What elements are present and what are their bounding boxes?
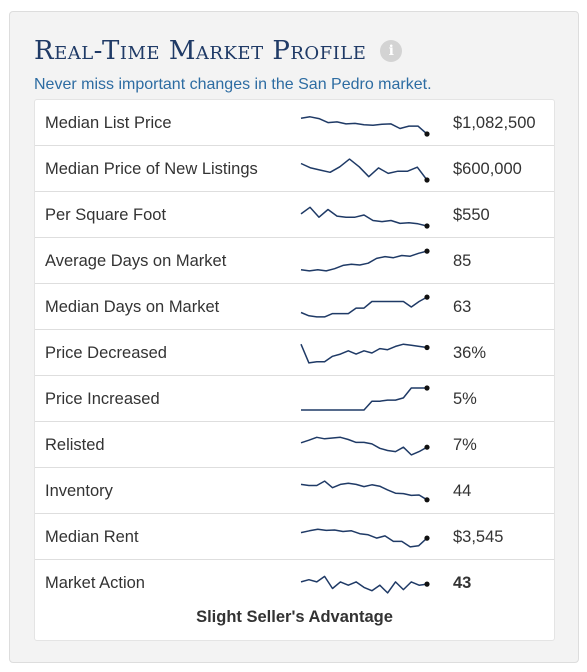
metric-value: 85 (453, 252, 472, 270)
metric-label: Per Square Foot (45, 206, 167, 224)
metric-value: 44 (453, 482, 472, 500)
sparkline-endpoint (424, 294, 430, 300)
metric-label: Price Increased (45, 390, 160, 408)
metric-label: Average Days on Market (45, 252, 227, 270)
metric-label: Market Action (45, 574, 145, 592)
page-title: Real-Time Market Profile (34, 36, 367, 66)
metric-row: Median Days on Market 63 (35, 284, 554, 330)
market-profile-panel: Real-Time Market Profile i Never miss im… (9, 11, 579, 663)
metric-row: Median Price of New Listings $600,000 (35, 146, 554, 192)
sparkline-path (301, 387, 427, 411)
sparkline-path (300, 158, 428, 181)
metric-label: Median Rent (45, 528, 139, 546)
sparkline-path (300, 343, 428, 364)
sparkline-endpoint (424, 497, 430, 503)
metric-sparkline (301, 385, 430, 411)
metric-value: 5% (453, 390, 477, 408)
sparkline-path (300, 250, 428, 272)
metric-sparkline (300, 248, 430, 272)
metric-row: Price Increased 5% (35, 376, 554, 422)
title-row: Real-Time Market Profile i (34, 36, 403, 66)
metric-value: 36% (453, 344, 487, 362)
sparkline-path (300, 575, 428, 594)
metric-row: Median Rent $3,545 (35, 514, 554, 560)
metric-row: Relisted 7% (35, 422, 554, 468)
sparkline-endpoint (424, 581, 430, 587)
sparkline-path (300, 528, 428, 548)
metric-sparkline (300, 158, 430, 183)
page-subtitle: Never miss important changes in the San … (34, 76, 432, 93)
metric-sparkline (300, 575, 430, 594)
metrics-list: Median List Price $1,082,500 Median Price … (35, 100, 554, 606)
metric-sparkline (300, 294, 430, 318)
sparkline-path (300, 206, 428, 227)
market-verdict: Slight Seller's Advantage (196, 608, 393, 626)
metric-label: Relisted (45, 436, 105, 454)
sparkline-path (300, 296, 428, 318)
metric-value: $550 (453, 206, 490, 224)
metric-value: 7% (453, 436, 477, 454)
sparkline-endpoint (424, 444, 430, 450)
metric-row: Price Decreased 36% (35, 330, 554, 376)
sparkline-endpoint (424, 131, 430, 137)
sparkline-path (300, 116, 428, 135)
metric-row: Average Days on Market 85 (35, 238, 554, 284)
metric-row: Inventory 44 (35, 468, 554, 514)
metric-sparkline (300, 528, 430, 548)
metric-label: Price Decreased (45, 344, 167, 362)
metric-label: Median List Price (45, 114, 172, 132)
metric-value: 43 (453, 574, 472, 592)
metric-label: Median Price of New Listings (45, 160, 258, 178)
metric-row: Per Square Foot $550 (35, 192, 554, 238)
sparkline-endpoint (424, 177, 430, 183)
sparkline-path (300, 480, 428, 501)
metric-row: Median List Price $1,082,500 (35, 100, 554, 146)
metric-value: 63 (453, 298, 472, 316)
metric-sparkline (300, 116, 430, 137)
metric-sparkline (300, 343, 430, 364)
info-icon[interactable]: i (380, 40, 403, 62)
metric-sparkline (300, 206, 430, 229)
metric-value: $600,000 (453, 160, 522, 178)
sparkline-endpoint (424, 248, 430, 254)
sparkline-endpoint (424, 344, 430, 351)
metric-label: Median Days on Market (45, 298, 220, 316)
sparkline-path (300, 436, 428, 456)
metric-sparkline (300, 436, 430, 456)
metric-sparkline (300, 480, 430, 503)
metric-label: Inventory (45, 482, 113, 500)
sparkline-endpoint (424, 385, 430, 391)
sparkline-endpoint (424, 223, 430, 229)
metric-row: Market Action 43 (35, 560, 554, 606)
metric-value: $1,082,500 (453, 114, 536, 132)
metric-value: $3,545 (453, 528, 504, 546)
metrics-card: Median List Price $1,082,500 Median Price … (34, 99, 555, 641)
sparkline-endpoint (424, 535, 430, 541)
